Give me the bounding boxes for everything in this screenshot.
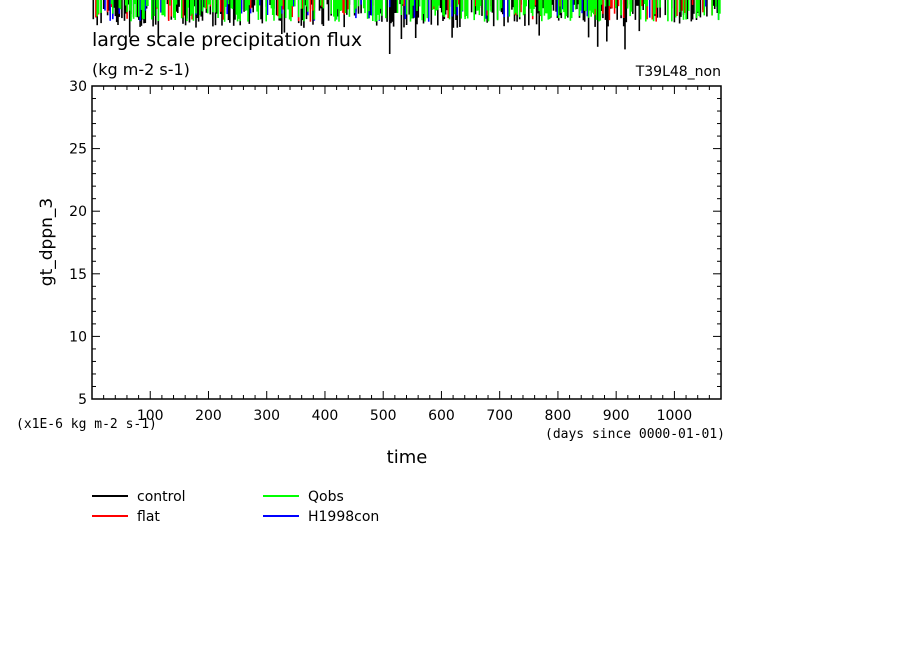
legend-label-control: control (137, 489, 186, 505)
x-tick-label: 800 (545, 408, 572, 424)
legend: control flat Qobs H1998con (92, 489, 379, 525)
x-tick-label: 700 (486, 408, 513, 424)
plot-frame (91, 85, 722, 400)
chart-title: large scale precipitation flux (92, 29, 362, 51)
legend-label-flat: flat (137, 509, 160, 525)
chart-subtitle: (kg m-2 s-1) (92, 60, 190, 79)
legend-label-qobs: Qobs (308, 489, 344, 505)
x-tick-label: 600 (428, 408, 455, 424)
y-tick-label: 25 (69, 142, 87, 158)
y-axis: 5 10 15 20 25 30 (69, 79, 721, 408)
x-tick-label: 1000 (657, 408, 693, 424)
y-tick-label: 15 (69, 267, 87, 283)
series-qobs-trace (96, 0, 721, 22)
run-label: T39L48_non (635, 64, 721, 80)
x-axis: 100 200 300 400 500 600 700 800 900 1000 (103, 86, 722, 424)
y-tick-label: 5 (78, 392, 87, 408)
x-tick-label: 300 (253, 408, 280, 424)
x-tick-label: 900 (603, 408, 630, 424)
legend-label-h1998con: H1998con (308, 509, 379, 525)
y-axis-label: gt_dppn_3 (37, 198, 57, 286)
x-axis-label: time (387, 447, 428, 468)
y-tick-label: 30 (69, 79, 87, 95)
y-tick-label: 20 (69, 204, 87, 220)
x-unit-note: (days since 0000-01-01) (545, 427, 725, 442)
x-tick-label: 100 (137, 408, 164, 424)
y-unit-note: (x1E-6 kg m-2 s-1) (16, 417, 157, 432)
x-tick-label: 400 (312, 408, 339, 424)
x-tick-label: 200 (195, 408, 222, 424)
x-tick-label: 500 (370, 408, 397, 424)
y-tick-label: 10 (69, 329, 87, 345)
data-traces (92, 0, 721, 54)
